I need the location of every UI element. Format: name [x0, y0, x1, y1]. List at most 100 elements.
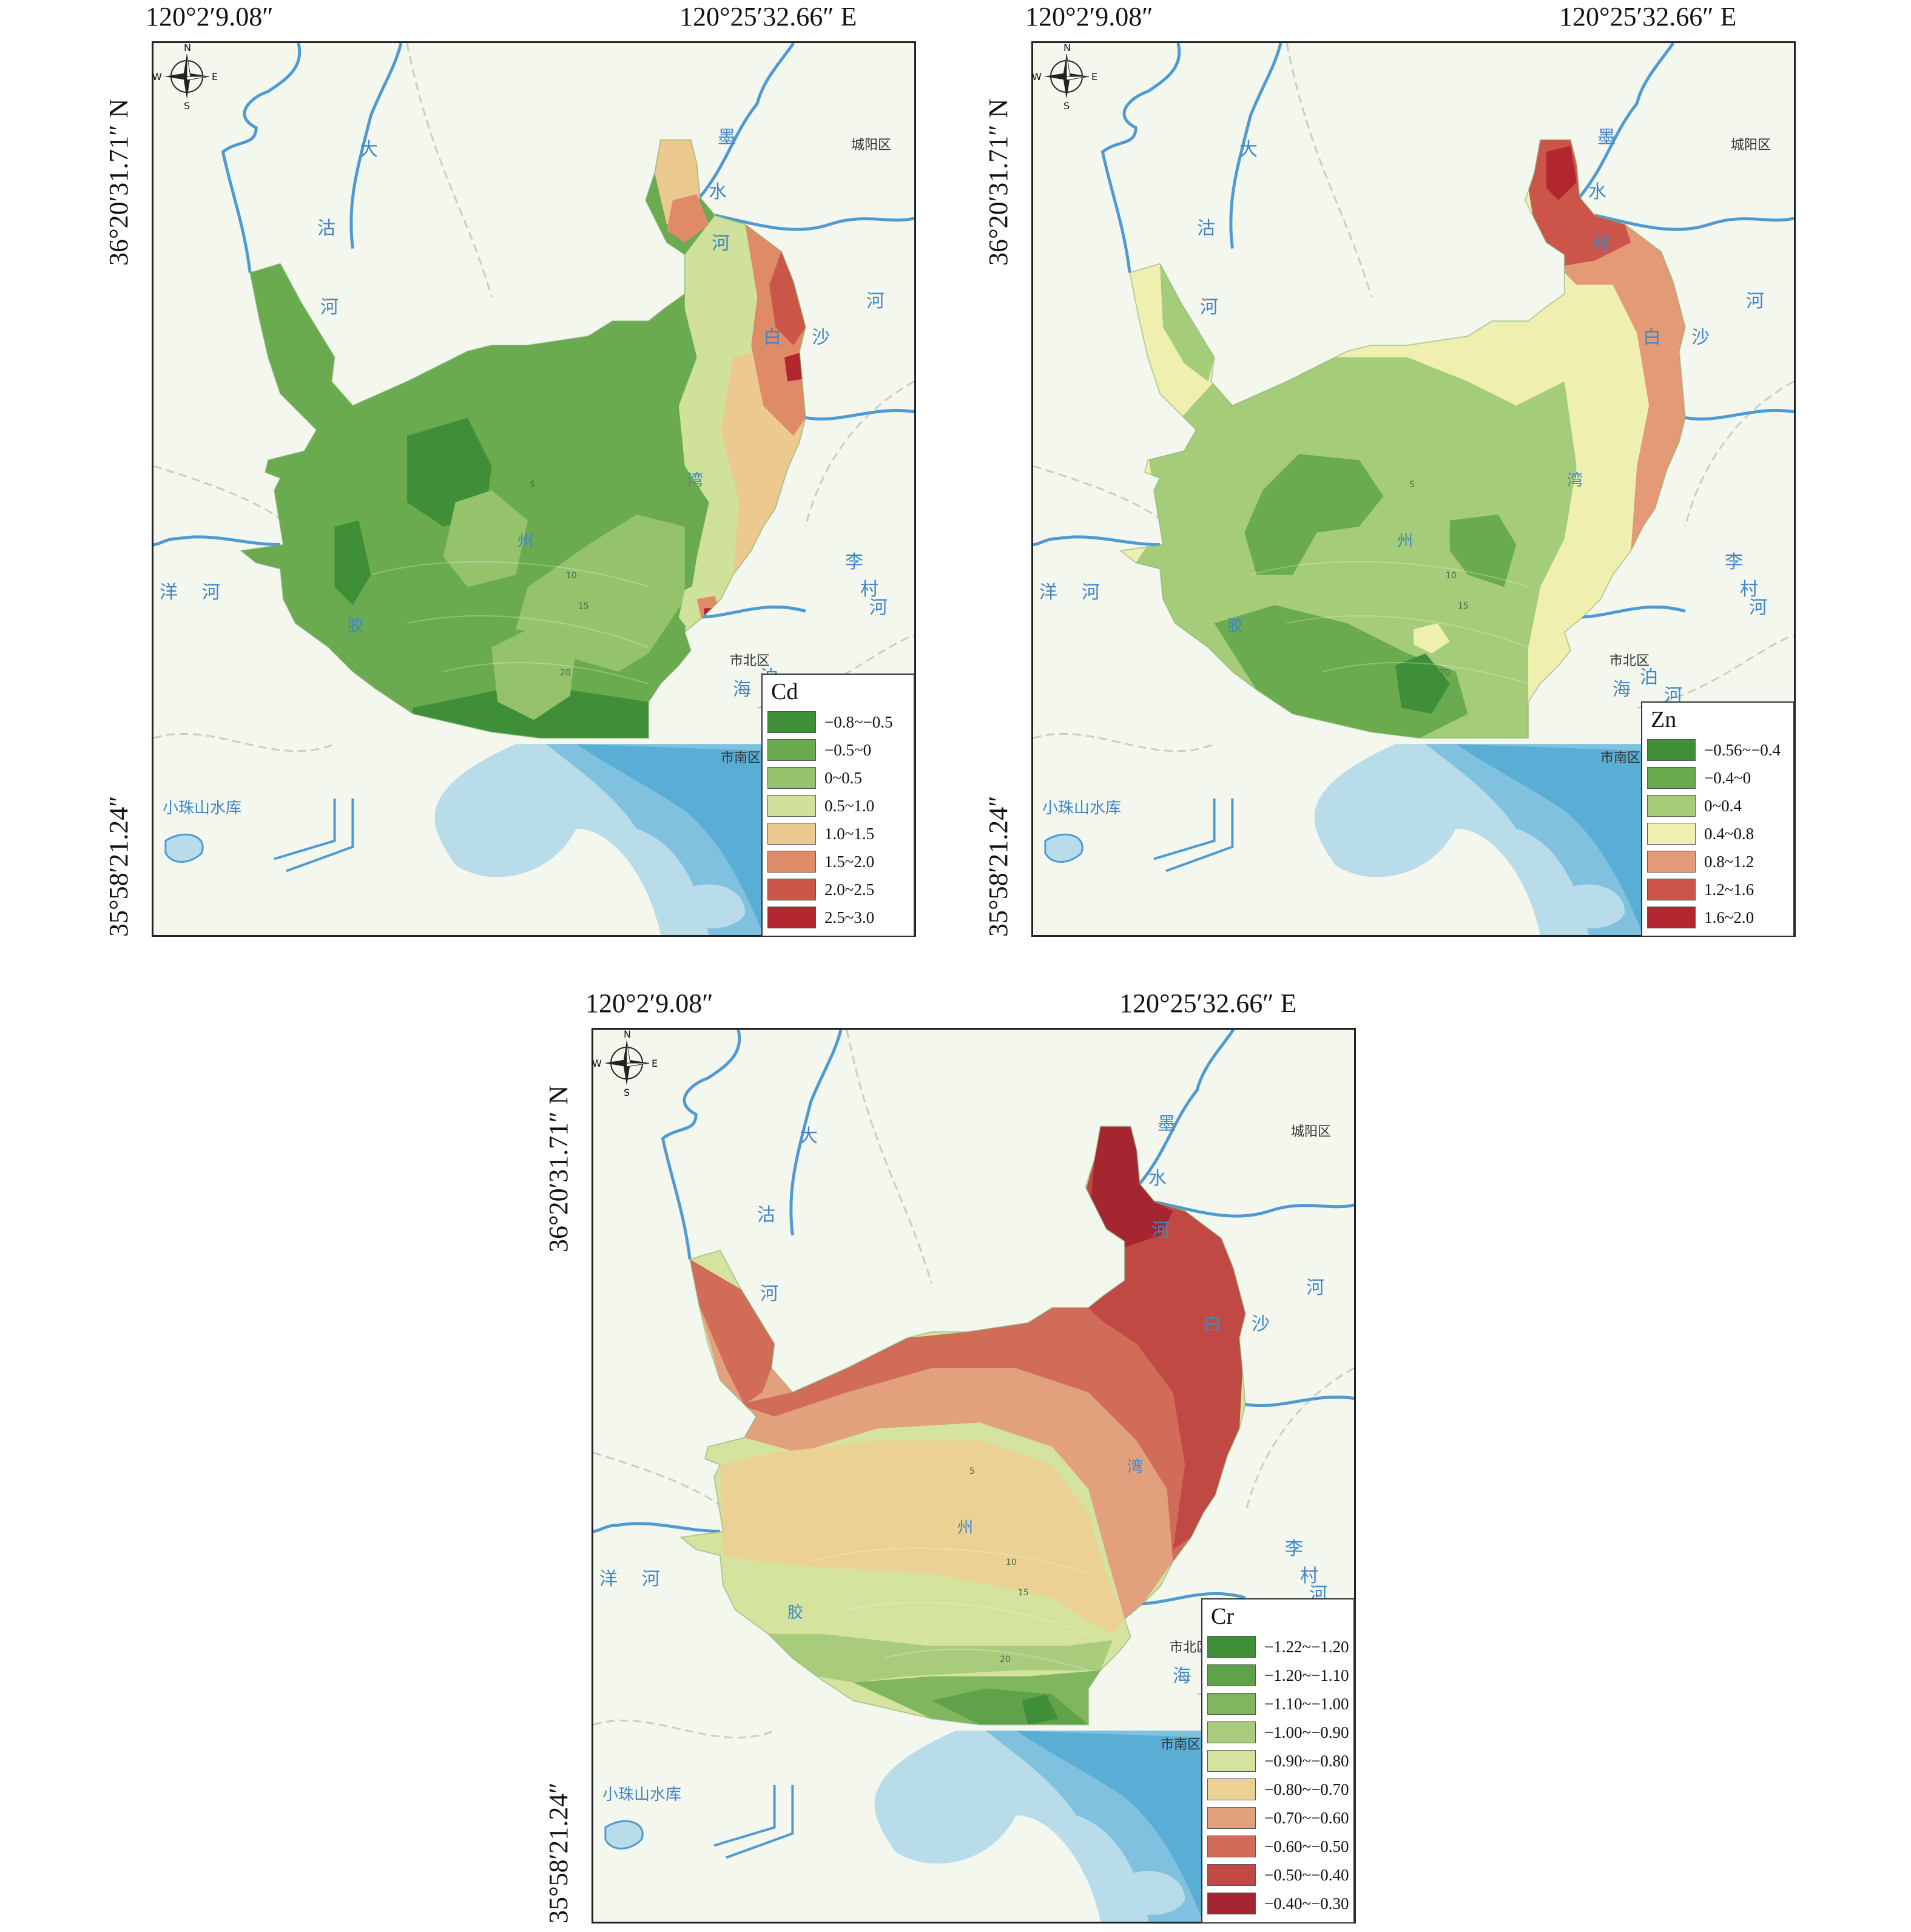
legend-label: −1.10~−1.00	[1264, 1694, 1349, 1713]
contour-zone	[769, 251, 806, 345]
legend-label: 1.6~2.0	[1704, 908, 1754, 927]
legend-label: −1.00~−0.90	[1264, 1723, 1349, 1741]
canal-line	[713, 1785, 776, 1847]
river-label-yang: 洋	[599, 1569, 618, 1590]
depth-label: 15	[1458, 601, 1469, 611]
legend-label: −0.80~−0.70	[1264, 1780, 1349, 1799]
sea-shoal	[678, 884, 746, 928]
depth-contour	[443, 662, 649, 684]
river-label-moshui: 墨	[1158, 1113, 1176, 1135]
legend-label: 2.0~2.5	[824, 880, 875, 899]
compass-s-label: S	[624, 1087, 630, 1098]
latitude-north-label: 36°20′31.71″ N	[983, 98, 1013, 266]
river-line	[1578, 43, 1675, 198]
latitude-south-label: 35°58′21.24″	[104, 795, 133, 937]
river-line	[1245, 1395, 1354, 1408]
legend-swatch	[1207, 1893, 1256, 1914]
contour-zone	[280, 297, 419, 624]
depth-contour	[811, 1547, 1089, 1575]
road-line	[1684, 380, 1794, 527]
compass-rose-icon: N S E W	[593, 1030, 658, 1098]
legend-swatch	[1207, 1807, 1256, 1829]
river-label-yang: 洋	[160, 582, 178, 603]
canal-line	[1153, 798, 1216, 860]
river-label-dagu: 沽	[1197, 218, 1215, 239]
legend-swatch	[767, 711, 816, 733]
river-label-yang: 河	[202, 582, 220, 603]
depth-label: 10	[1446, 571, 1457, 581]
river-label-dagu: 河	[760, 1283, 778, 1305]
legend-item: 0.4~0.8	[1647, 822, 1754, 846]
legend-swatch	[767, 795, 816, 817]
legend-swatch	[1647, 879, 1696, 900]
reservoir	[604, 1820, 644, 1849]
legend-label: −0.4~0	[1704, 768, 1751, 787]
river-line	[1229, 43, 1282, 249]
river-label-licun: 河	[869, 597, 888, 618]
compass-s-label: S	[1063, 100, 1070, 112]
river-label-moshui: 河	[712, 233, 730, 254]
bay-label: 州	[1397, 532, 1414, 550]
river-line	[349, 43, 403, 249]
legend-item: −0.8~−0.5	[767, 710, 893, 734]
depth-label: 5	[530, 480, 535, 490]
contour-zone	[768, 1633, 1113, 1683]
contour-zone	[756, 1561, 1089, 1640]
legend-swatch	[1207, 1664, 1256, 1686]
river-label-moshui: 水	[1588, 181, 1606, 203]
contour-zone	[1414, 623, 1450, 654]
river-label-yang: 河	[642, 1569, 660, 1590]
legend-label: −0.60~−0.50	[1264, 1837, 1349, 1856]
legend-swatch	[767, 851, 816, 873]
depth-label: 20	[1000, 1655, 1011, 1664]
river-line	[805, 408, 914, 421]
compass-w-label: W	[1032, 71, 1042, 83]
place-label-shibei: 市北区	[730, 654, 770, 669]
river-label-baisha: 白	[1643, 327, 1661, 348]
river-label-moshui: 河	[1151, 1220, 1170, 1241]
river-line	[1685, 408, 1794, 421]
river-label-moshui: 水	[709, 181, 727, 203]
river-label-yang: 洋	[1039, 582, 1057, 603]
legend-item: 0.5~1.0	[767, 794, 874, 818]
legend-cr: Cr −1.22~−1.20 −1.20~−1.10 −1.10~−1.00 −1.00…	[1201, 1598, 1355, 1924]
river-line	[153, 535, 281, 547]
river-label-haibo: 海	[1173, 1666, 1191, 1687]
legend-label: −0.40~−0.30	[1264, 1894, 1349, 1913]
legend-swatch	[1207, 1693, 1256, 1715]
legend-item: 1.5~2.0	[767, 849, 874, 874]
depth-label: 10	[1006, 1558, 1017, 1567]
longitude-west-label: 120°2′9.08″	[146, 2, 274, 32]
river-label-haibo: 海	[733, 679, 751, 700]
legend-label: −0.90~−0.80	[1264, 1751, 1349, 1770]
bay-label: 州	[517, 532, 534, 550]
legend-swatch	[767, 739, 816, 761]
depth-contour	[406, 615, 649, 648]
river-line	[1100, 43, 1181, 273]
contour-zone	[1244, 454, 1384, 575]
legend-item: −0.50~−0.40	[1207, 1863, 1349, 1887]
bay-label: 湾	[1127, 1458, 1144, 1476]
legend-item: 1.0~1.5	[767, 822, 874, 846]
bay-label: 湾	[687, 471, 704, 490]
depth-label: 20	[1440, 668, 1451, 678]
river-label-dagu: 大	[360, 139, 378, 160]
legend-swatch	[1647, 795, 1696, 817]
legend-item: −0.56~−0.4	[1647, 738, 1781, 762]
legend-item: −0.5~0	[767, 738, 871, 762]
legend-item: −1.20~−1.10	[1207, 1663, 1349, 1687]
place-label-shinan: 市南区	[1600, 751, 1641, 766]
legend-label: −0.56~−0.4	[1704, 740, 1781, 759]
legend-item: −0.60~−0.50	[1207, 1834, 1349, 1859]
contour-zone	[720, 1441, 1125, 1634]
compass-n-label: N	[1063, 42, 1071, 53]
river-line	[1576, 605, 1686, 619]
legend-label: −1.20~−1.10	[1264, 1666, 1349, 1684]
latitude-north-label: 36°20′31.71″ N	[544, 1085, 573, 1252]
latitude-north-label: 36°20′31.71″ N	[104, 98, 133, 266]
legend-label: 2.5~3.0	[824, 908, 875, 927]
place-label-chengyang: 城阳区	[1291, 1124, 1332, 1140]
road-line	[804, 380, 914, 527]
contour-zone	[1160, 263, 1215, 382]
